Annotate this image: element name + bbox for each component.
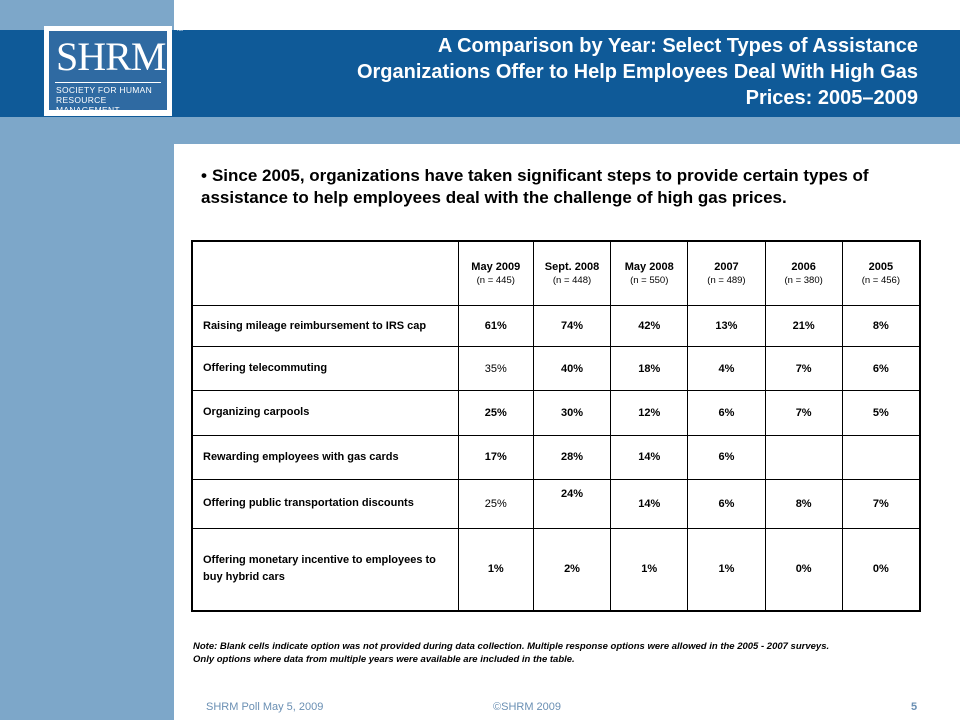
table-cell: 13% [687,305,766,348]
column-header-label: May 2008 [624,260,674,273]
shrm-logo: SHRM SOCIETY FOR HUMAN RESOURCE MANAGEME… [44,26,172,116]
table-cell: 0% [841,527,921,612]
shrm-logo-subtitle: SOCIETY FOR HUMAN RESOURCE MANAGEMENT [56,85,166,115]
footer-copyright: ©SHRM 2009 [493,701,562,713]
table-cell: 42% [610,305,689,348]
table-row: Offering public transportation discounts… [192,478,921,529]
table-row: Offering monetary incentive to employees… [192,527,921,612]
column-header-label: 2005 [868,260,894,273]
shrm-logo-rule [55,82,161,83]
table-note-line1: Note: Blank cells indicate option was no… [193,641,830,652]
table-cell: 24% [532,478,612,529]
title-line-2: Organizations Offer to Help Employees De… [356,61,918,83]
table-row: Rewarding employees with gas cards 17% 2… [192,434,921,480]
table-cell: 7% [764,390,843,436]
table-header-row: May 2009 (n = 445) Sept. 2008 (n = 448) Ma… [192,240,921,307]
table-cell: 74% [532,305,612,348]
summary-bullet-text: Since 2005, organizations have taken sig… [201,166,869,207]
column-header-n: (n = 456) [861,274,901,286]
shrm-logo-subtitle-line2: RESOURCE MANAGEMENT [56,95,120,115]
column-header: May 2009 (n = 445) [457,240,534,307]
table-cell: 35% [457,346,534,392]
column-header-n: (n = 448) [552,274,592,286]
table-cell: 6% [841,346,921,392]
table-cell: 61% [457,305,534,348]
row-label: Organizing carpools [192,390,459,436]
row-label: Rewarding employees with gas cards [192,434,459,480]
table-cell: 14% [610,434,689,480]
trademark-symbol: ™ [176,28,183,35]
shrm-logo-word: SHRM [56,34,166,79]
table-cell [841,434,921,480]
comparison-table: May 2009 (n = 445) Sept. 2008 (n = 448) Ma… [192,240,921,612]
column-header-label: May 2009 [471,260,521,273]
table-row: Raising mileage reimbursement to IRS cap… [192,305,921,348]
column-header: May 2008 (n = 550) [610,240,689,307]
table-cell: 14% [610,478,689,529]
table-cell: 25% [457,478,534,529]
column-header-label: Sept. 2008 [544,260,600,273]
column-header-n: (n = 380) [784,274,823,286]
table-note-line2: Only options where data from multiple ye… [193,654,575,665]
column-header: 2007 (n = 489) [687,240,766,307]
table-cell: 6% [687,390,766,436]
table-cell: 1% [687,527,766,612]
table-cell: 21% [764,305,843,348]
header-empty-cell [192,240,459,307]
table-cell: 1% [610,527,689,612]
table-cell: 7% [841,478,921,529]
column-header: 2005 (n = 456) [841,240,921,307]
column-header-label: 2006 [791,260,816,273]
row-label: Offering monetary incentive to employees… [192,527,459,612]
table-cell: 6% [687,434,766,480]
table-cell: 28% [532,434,612,480]
title-line-3: Prices: 2005–2009 [745,87,918,109]
table-cell: 8% [841,305,921,348]
table-cell: 12% [610,390,689,436]
shrm-logo-box: SHRM SOCIETY FOR HUMAN RESOURCE MANAGEME… [49,31,167,115]
column-header: Sept. 2008 (n = 448) [532,240,612,307]
table-cell: 1% [457,527,534,612]
table-cell: 25% [457,390,534,436]
row-label: Offering telecommuting [192,346,459,392]
bullet-dot-icon: • [201,166,207,185]
column-header-n: (n = 445) [476,274,515,286]
table-cell: 0% [764,527,843,612]
table-row: Offering telecommuting 35% 40% 18% 4% 7%… [192,346,921,392]
table-cell [764,434,843,480]
page-number: 5 [911,701,918,713]
table-cell: 2% [532,527,612,612]
table-cell: 5% [841,390,921,436]
table-row: Organizing carpools 25% 30% 12% 6% 7% 5% [192,390,921,436]
table-note: Note: Blank cells indicate option was no… [193,640,933,666]
title-line-1: A Comparison by Year: Select Types of As… [437,35,918,57]
row-label: Offering public transportation discounts [192,478,459,529]
column-header-label: 2007 [714,260,739,273]
summary-bullet: • Since 2005, organizations have taken si… [201,165,873,209]
table-cell: 4% [687,346,766,392]
page-title: A Comparison by Year: Select Types of As… [238,33,918,111]
table-cell: 6% [687,478,766,529]
table-cell: 17% [457,434,534,480]
table-cell: 18% [610,346,689,392]
row-label: Raising mileage reimbursement to IRS cap [192,305,459,348]
table-cell: 40% [532,346,612,392]
table-cell: 7% [764,346,843,392]
column-header-n: (n = 550) [630,274,669,286]
header-sub-band [0,117,960,144]
table-cell: 8% [764,478,843,529]
table-cell: 30% [532,390,612,436]
column-header: 2006 (n = 380) [764,240,843,307]
comparison-table-frame: May 2009 (n = 445) Sept. 2008 (n = 448) Ma… [191,240,921,612]
shrm-logo-subtitle-line1: SOCIETY FOR HUMAN [56,85,153,95]
footer-poll-date: SHRM Poll May 5, 2009 [206,701,324,713]
column-header-n: (n = 489) [707,274,746,286]
